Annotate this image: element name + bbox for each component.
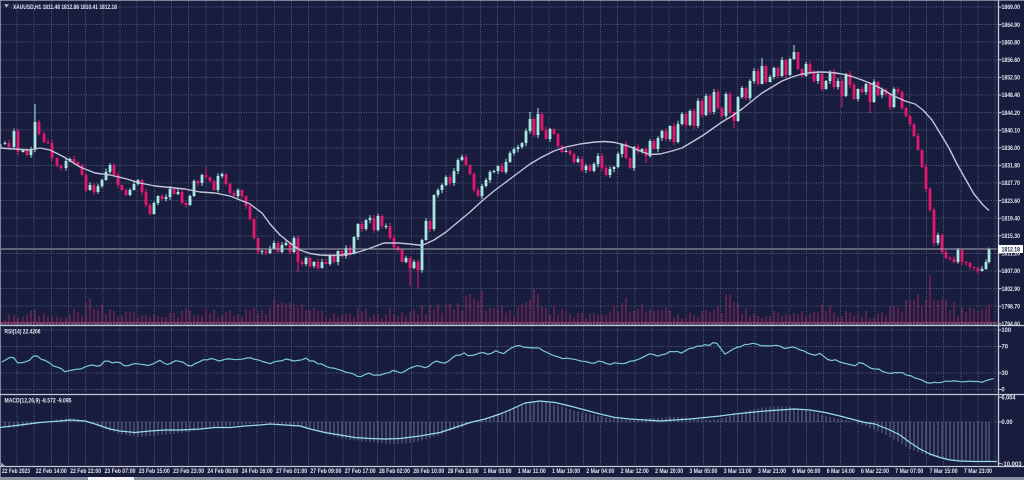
svg-text:1840.10: 1840.10 xyxy=(1002,127,1021,134)
svg-text:24 Feb 08:00: 24 Feb 08:00 xyxy=(207,468,238,475)
svg-text:7 Mar 23:00: 7 Mar 23:00 xyxy=(964,468,992,475)
svg-text:22 Feb 14:00: 22 Feb 14:00 xyxy=(36,468,67,475)
svg-text:1869.00: 1869.00 xyxy=(1002,4,1021,11)
svg-text:XAUUSD,H1 1811.48 1812.88 1810: XAUUSD,H1 1811.48 1812.88 1810.41 1812.1… xyxy=(13,4,117,11)
svg-text:70: 70 xyxy=(1002,344,1009,351)
svg-text:2 Mar 12:00: 2 Mar 12:00 xyxy=(621,468,649,475)
svg-text:1819.40: 1819.40 xyxy=(1002,215,1021,222)
svg-text:0: 0 xyxy=(1002,387,1006,394)
svg-text:1827.70: 1827.70 xyxy=(1002,180,1021,187)
svg-text:27 Feb 01:00: 27 Feb 01:00 xyxy=(276,468,307,475)
svg-text:MACD(12,26,9) -8.572 -9.095: MACD(12,26,9) -8.572 -9.095 xyxy=(5,398,72,405)
svg-text:0.00: 0.00 xyxy=(1002,419,1014,426)
svg-text:6 Mar 06:00: 6 Mar 06:00 xyxy=(792,468,820,475)
svg-text:100: 100 xyxy=(1002,327,1012,334)
svg-text:3 Mar 05:00: 3 Mar 05:00 xyxy=(689,468,717,475)
svg-text:1812.18: 1812.18 xyxy=(1002,246,1021,253)
svg-text:22 Feb 2023: 22 Feb 2023 xyxy=(2,468,30,475)
svg-text:2 Mar 04:00: 2 Mar 04:00 xyxy=(586,468,614,475)
svg-text:22 Feb 22:00: 22 Feb 22:00 xyxy=(70,468,101,475)
svg-text:1848.40: 1848.40 xyxy=(1002,92,1021,99)
svg-text:1794.60: 1794.60 xyxy=(1002,321,1021,328)
svg-text:6.004: 6.004 xyxy=(1002,394,1017,401)
svg-text:30: 30 xyxy=(1002,370,1009,377)
svg-text:1 Mar 19:00: 1 Mar 19:00 xyxy=(552,468,580,475)
svg-text:6 Mar 22:00: 6 Mar 22:00 xyxy=(861,468,889,475)
svg-text:1 Mar 03:00: 1 Mar 03:00 xyxy=(484,468,512,475)
svg-text:28 Feb 10:00: 28 Feb 10:00 xyxy=(413,468,444,475)
svg-text:7 Mar 15:00: 7 Mar 15:00 xyxy=(930,468,958,475)
svg-text:6 Mar 14:00: 6 Mar 14:00 xyxy=(827,468,855,475)
svg-text:1844.20: 1844.20 xyxy=(1002,110,1021,117)
svg-text:RSI(14) 22.4206: RSI(14) 22.4206 xyxy=(5,329,41,336)
svg-text:24 Feb 16:00: 24 Feb 16:00 xyxy=(242,468,273,475)
svg-text:1 Mar 11:00: 1 Mar 11:00 xyxy=(518,468,546,475)
svg-text:1807.00: 1807.00 xyxy=(1002,268,1021,275)
svg-text:28 Feb 18:00: 28 Feb 18:00 xyxy=(448,468,479,475)
svg-text:27 Feb 09:00: 27 Feb 09:00 xyxy=(310,468,341,475)
svg-text:1831.80: 1831.80 xyxy=(1002,163,1021,170)
svg-text:3 Mar 21:00: 3 Mar 21:00 xyxy=(758,468,786,475)
svg-text:23 Feb 07:00: 23 Feb 07:00 xyxy=(105,468,136,475)
svg-text:7 Mar 07:00: 7 Mar 07:00 xyxy=(895,468,923,475)
svg-text:1798.70: 1798.70 xyxy=(1002,303,1021,310)
svg-text:-10.003: -10.003 xyxy=(1002,461,1023,468)
svg-text:3 Mar 13:00: 3 Mar 13:00 xyxy=(724,468,752,475)
svg-text:1864.90: 1864.90 xyxy=(1002,22,1021,29)
svg-text:1802.90: 1802.90 xyxy=(1002,286,1021,293)
svg-text:27 Feb 17:00: 27 Feb 17:00 xyxy=(345,468,376,475)
svg-text:1836.00: 1836.00 xyxy=(1002,145,1021,152)
svg-text:1852.50: 1852.50 xyxy=(1002,75,1021,82)
svg-text:1815.30: 1815.30 xyxy=(1002,233,1021,240)
svg-text:1856.60: 1856.60 xyxy=(1002,57,1021,64)
svg-text:1811.20: 1811.20 xyxy=(1002,251,1021,258)
svg-text:2 Mar 20:00: 2 Mar 20:00 xyxy=(655,468,683,475)
svg-text:1823.60: 1823.60 xyxy=(1002,198,1021,205)
svg-text:28 Feb 02:00: 28 Feb 02:00 xyxy=(379,468,410,475)
svg-text:23 Feb 23:00: 23 Feb 23:00 xyxy=(173,468,204,475)
svg-text:23 Feb 15:00: 23 Feb 15:00 xyxy=(139,468,170,475)
svg-text:1860.80: 1860.80 xyxy=(1002,39,1021,46)
